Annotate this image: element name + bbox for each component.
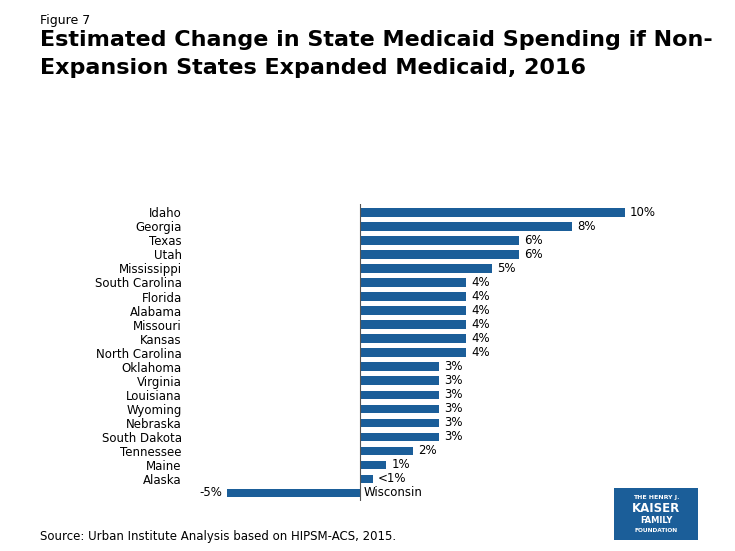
Text: 10%: 10% — [630, 206, 656, 219]
Text: FAMILY: FAMILY — [639, 516, 673, 525]
Bar — [359, 222, 572, 230]
Text: 3%: 3% — [445, 388, 463, 401]
Text: 5%: 5% — [498, 262, 516, 275]
Bar — [359, 306, 466, 315]
Bar — [227, 489, 359, 497]
Bar — [359, 447, 412, 455]
Text: 4%: 4% — [471, 290, 490, 303]
Text: THE HENRY J.: THE HENRY J. — [633, 495, 679, 500]
Text: 3%: 3% — [445, 417, 463, 429]
Text: Wisconsin: Wisconsin — [364, 487, 423, 500]
Bar — [359, 348, 466, 357]
Text: 6%: 6% — [524, 234, 542, 247]
Bar — [359, 292, 466, 301]
Bar — [359, 208, 625, 217]
Bar — [359, 376, 440, 385]
Text: -5%: -5% — [199, 487, 222, 500]
Text: Expansion States Expanded Medicaid, 2016: Expansion States Expanded Medicaid, 2016 — [40, 58, 587, 78]
Bar — [359, 419, 440, 427]
Bar — [359, 404, 440, 413]
Bar — [359, 278, 466, 287]
Text: 2%: 2% — [418, 445, 437, 457]
Text: Estimated Change in State Medicaid Spending if Non-: Estimated Change in State Medicaid Spend… — [40, 30, 713, 50]
Text: 4%: 4% — [471, 276, 490, 289]
Text: <1%: <1% — [379, 472, 406, 485]
Bar — [359, 391, 440, 399]
Text: 4%: 4% — [471, 332, 490, 345]
Text: 6%: 6% — [524, 248, 542, 261]
Bar — [359, 320, 466, 329]
Text: 4%: 4% — [471, 346, 490, 359]
Bar — [359, 433, 440, 441]
Bar — [359, 250, 519, 258]
Text: 4%: 4% — [471, 318, 490, 331]
Text: 1%: 1% — [392, 458, 410, 472]
Bar — [359, 334, 466, 343]
Text: 3%: 3% — [445, 402, 463, 415]
Bar — [359, 264, 492, 273]
Text: KAISER: KAISER — [632, 502, 680, 515]
Text: 3%: 3% — [445, 360, 463, 373]
Bar — [359, 236, 519, 245]
Text: 3%: 3% — [445, 430, 463, 444]
Bar — [359, 461, 386, 469]
Text: Figure 7: Figure 7 — [40, 14, 90, 27]
Bar — [359, 363, 440, 371]
Text: FOUNDATION: FOUNDATION — [634, 528, 678, 533]
Text: 3%: 3% — [445, 374, 463, 387]
Text: 8%: 8% — [577, 220, 595, 233]
Text: Source: Urban Institute Analysis based on HIPSM-ACS, 2015.: Source: Urban Institute Analysis based o… — [40, 530, 397, 543]
Bar — [359, 475, 373, 483]
Text: 4%: 4% — [471, 304, 490, 317]
